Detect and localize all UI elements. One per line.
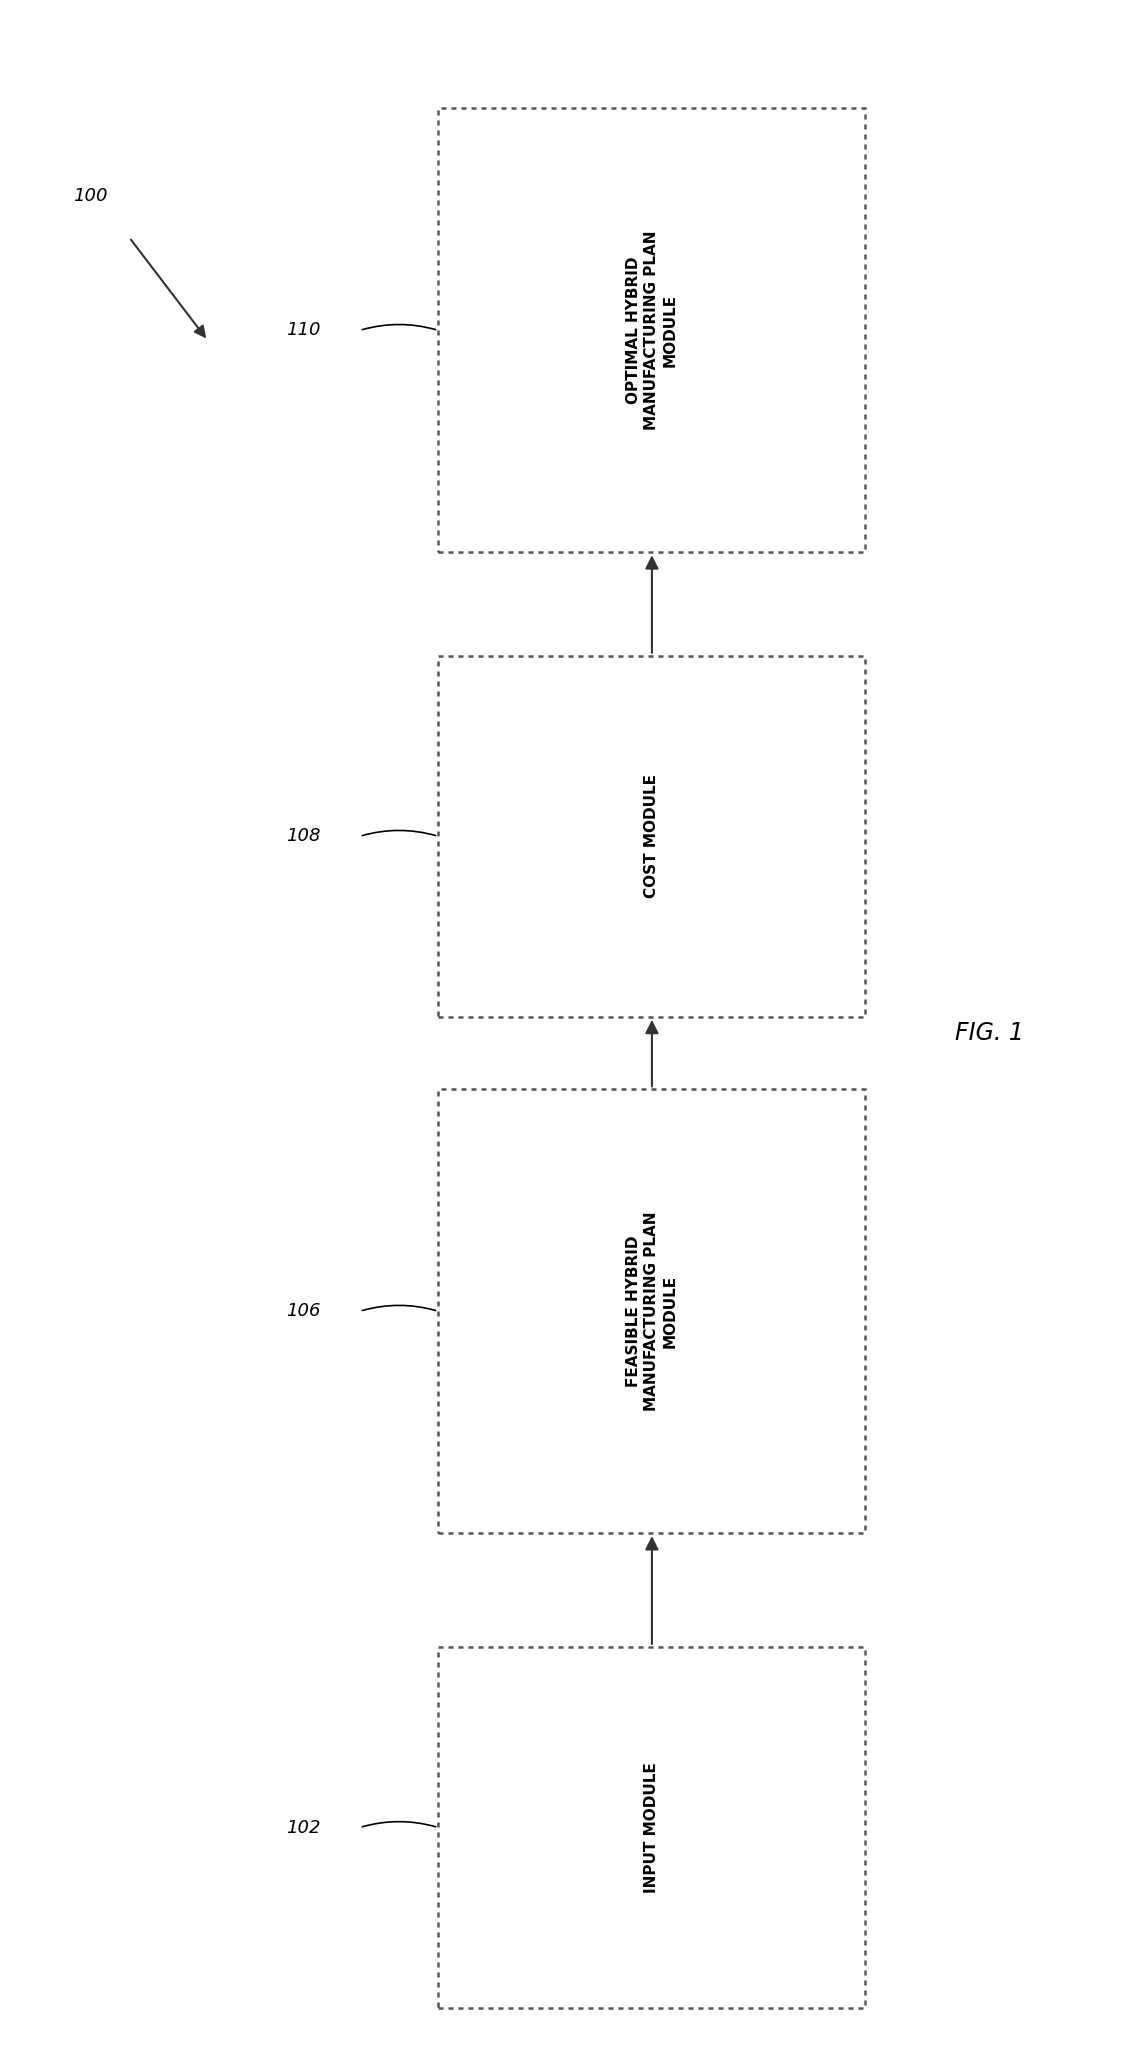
Text: 106: 106 <box>287 1303 320 1320</box>
Bar <box>438 1648 865 2007</box>
Text: 100: 100 <box>73 188 107 204</box>
Text: OPTIMAL HYBRID
MANUFACTURING PLAN
MODULE: OPTIMAL HYBRID MANUFACTURING PLAN MODULE <box>626 231 678 430</box>
Text: FIG. 1: FIG. 1 <box>954 1020 1024 1045</box>
Text: FEASIBLE HYBRID
MANUFACTURING PLAN
MODULE: FEASIBLE HYBRID MANUFACTURING PLAN MODUL… <box>626 1212 678 1410</box>
Text: 108: 108 <box>287 828 320 845</box>
Bar <box>438 109 865 553</box>
Text: COST MODULE: COST MODULE <box>644 774 660 898</box>
Text: 110: 110 <box>287 322 320 339</box>
Bar <box>438 657 865 1018</box>
Text: INPUT MODULE: INPUT MODULE <box>644 1761 660 1894</box>
Bar <box>438 1090 865 1532</box>
Text: 102: 102 <box>287 1819 320 1836</box>
